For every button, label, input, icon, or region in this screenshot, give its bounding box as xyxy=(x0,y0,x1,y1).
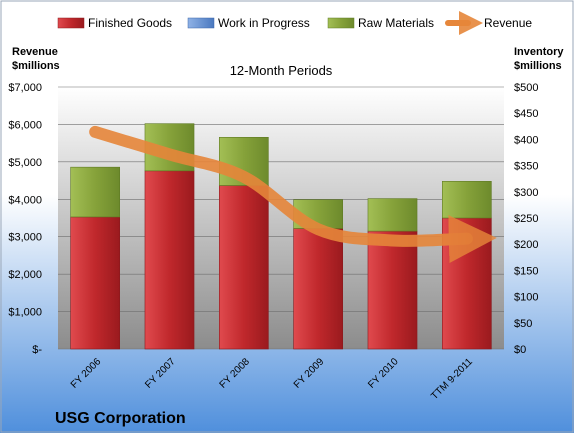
right-tick-label: $0 xyxy=(514,344,526,356)
bar-finished-goods xyxy=(293,228,343,350)
bar-finished-goods xyxy=(70,216,120,350)
right-axis-label-line2: $millions xyxy=(514,60,562,72)
bar-raw-materials xyxy=(367,198,418,232)
legend: Finished Goods Work in Progress Raw Mate… xyxy=(57,11,532,35)
right-tick-label: $250 xyxy=(514,213,538,225)
bar-finished-goods xyxy=(367,230,418,350)
right-tick-label: $200 xyxy=(514,239,538,251)
right-tick-label: $100 xyxy=(514,292,538,304)
right-tick-label: $300 xyxy=(514,187,538,199)
right-axis-ticks: $0 $50 $100 $150 $200 $250 $300 $350 $400 $450 $50… xyxy=(514,82,538,356)
plot-area xyxy=(58,87,504,349)
legend-label-revenue: Revenue xyxy=(484,16,532,30)
legend-label-raw-materials: Raw Materials xyxy=(358,16,434,30)
left-tick-label: $4,000 xyxy=(8,194,42,206)
legend-swatch-finished-goods xyxy=(57,17,85,29)
left-axis-ticks: $- $1,000 $2,000 $3,000 $4,000 $5,000 $6,000 $7… xyxy=(8,82,42,356)
revenue-line-path xyxy=(89,125,497,264)
left-axis-label-line2: $millions xyxy=(12,60,60,72)
right-tick-label: $50 xyxy=(514,318,532,330)
left-tick-label: $5,000 xyxy=(8,157,42,169)
right-tick-label: $350 xyxy=(514,161,538,173)
right-tick-label: $150 xyxy=(514,265,538,277)
revenue-line xyxy=(89,125,497,264)
left-tick-label: $6,000 xyxy=(8,119,42,131)
bar-raw-materials xyxy=(442,181,492,219)
left-tick-label: $2,000 xyxy=(8,269,42,281)
bars xyxy=(70,123,492,350)
legend-swatch-work-in-progress xyxy=(187,17,215,29)
right-axis-label-line1: Inventory xyxy=(514,46,564,58)
right-tick-label: $400 xyxy=(514,134,538,146)
legend-swatch-raw-materials xyxy=(327,17,355,29)
legend-label-finished-goods: Finished Goods xyxy=(88,16,172,30)
left-tick-label: $1,000 xyxy=(8,307,42,319)
left-tick-label: $- xyxy=(32,344,42,356)
bar-finished-goods xyxy=(144,170,195,350)
bar-raw-materials xyxy=(70,166,120,218)
left-axis-label-line1: Revenue xyxy=(12,46,58,58)
right-tick-label: $450 xyxy=(514,108,538,120)
company-name: USG Corporation xyxy=(55,410,186,427)
bar-finished-goods xyxy=(219,185,269,350)
left-tick-label: $3,000 xyxy=(8,232,42,244)
chart-title: 12-Month Periods xyxy=(230,63,333,78)
legend-label-work-in-progress: Work in Progress xyxy=(218,16,310,30)
right-tick-label: $500 xyxy=(514,82,538,94)
left-tick-label: $7,000 xyxy=(8,82,42,94)
